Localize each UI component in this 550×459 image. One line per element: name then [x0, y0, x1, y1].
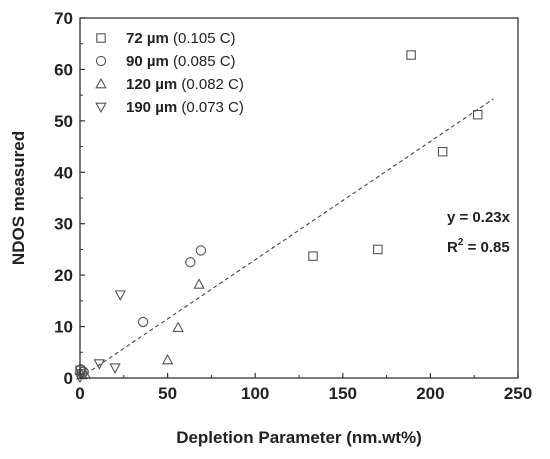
legend-carbon-label: (0.105 C)	[169, 30, 236, 47]
series-triangle-down	[74, 290, 127, 384]
legend-label: 90 µm (0.085 C)	[126, 53, 236, 70]
data-point	[109, 363, 121, 374]
legend-carbon-label: (0.082 C)	[177, 76, 244, 93]
legend-carbon-label: (0.085 C)	[169, 53, 236, 70]
fit-line	[79, 98, 494, 379]
r-squared-value: = 0.85	[463, 239, 509, 256]
fit-line-layer	[79, 98, 494, 379]
axis-ticks-layer: 0 50 100 150 200 250 0 10 20 30 40 50 60 70	[54, 9, 532, 403]
series-circle	[75, 245, 207, 377]
x-tick-label: 0	[75, 384, 84, 403]
data-point	[93, 359, 105, 370]
y-axis-title: NDOS measured	[9, 131, 28, 265]
y-tick-label: 30	[54, 215, 73, 234]
legend: 72 µm (0.105 C)90 µm (0.085 C)120 µm (0.…	[95, 30, 244, 116]
series-triangle-up	[76, 278, 205, 380]
data-point	[406, 50, 416, 60]
data-point	[185, 257, 196, 268]
data-point	[137, 316, 149, 328]
legend-size-label: 90 µm	[126, 53, 169, 70]
data-point	[114, 290, 127, 301]
x-tick-label: 50	[158, 384, 177, 403]
x-tick-label: 150	[329, 384, 357, 403]
legend-item: 72 µm (0.105 C)	[96, 30, 236, 47]
x-tick-label: 200	[416, 384, 444, 403]
data-point	[308, 251, 318, 261]
legend-size-label: 190 µm	[126, 99, 177, 116]
legend-carbon-label: (0.073 C)	[177, 99, 244, 116]
legend-label: 190 µm (0.073 C)	[126, 99, 244, 116]
legend-marker	[95, 102, 107, 114]
legend-size-label: 72 µm	[126, 30, 169, 47]
data-point	[172, 321, 184, 332]
data-point	[195, 245, 207, 256]
r-squared-prefix: R	[447, 239, 458, 256]
data-point	[373, 244, 383, 255]
y-tick-label: 20	[54, 266, 73, 285]
legend-item: 190 µm (0.073 C)	[95, 99, 244, 116]
legend-marker	[96, 33, 106, 43]
x-tick-label: 250	[504, 384, 532, 403]
y-tick-label: 40	[54, 163, 73, 182]
legend-item: 120 µm (0.082 C)	[95, 76, 244, 93]
y-tick-label: 60	[54, 60, 73, 79]
fit-equation-label: y = 0.23x	[447, 209, 511, 226]
r-squared-superscript: 2	[458, 237, 464, 248]
r-squared-label: R2 = 0.85	[447, 237, 510, 256]
data-point	[472, 109, 483, 120]
plot-frame	[79, 17, 519, 379]
x-axis-title: Depletion Parameter (nm.wt%)	[176, 428, 422, 447]
data-point	[437, 146, 448, 157]
x-tick-label: 100	[241, 384, 269, 403]
legend-size-label: 120 µm	[126, 76, 177, 93]
y-tick-label: 70	[54, 9, 73, 28]
y-tick-label: 50	[54, 112, 73, 131]
y-tick-label: 0	[64, 369, 73, 388]
y-tick-label: 10	[54, 318, 73, 337]
legend-item: 90 µm (0.085 C)	[95, 53, 236, 70]
data-point	[161, 353, 174, 365]
data-point	[193, 278, 205, 289]
legend-marker	[95, 55, 107, 67]
legend-label: 72 µm (0.105 C)	[126, 30, 236, 47]
legend-marker	[95, 77, 107, 89]
legend-label: 120 µm (0.082 C)	[126, 76, 244, 93]
